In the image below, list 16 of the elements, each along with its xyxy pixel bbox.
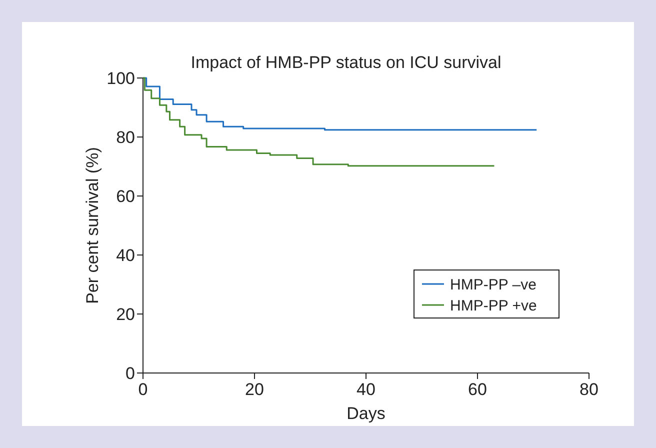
y-tick-label: 0 (126, 364, 135, 383)
y-axis-title: Per cent survival (%) (83, 147, 102, 304)
legend-label: HMP-PP –ve (450, 276, 536, 294)
x-tick-label: 60 (468, 380, 487, 399)
x-tick-label: 0 (138, 380, 148, 399)
x-tick-label: 20 (245, 380, 264, 399)
x-tick-label: 80 (580, 380, 598, 399)
y-tick-label: 80 (116, 128, 135, 147)
y-tick-label: 40 (116, 246, 135, 265)
chart-title: Impact of HMB-PP status on ICU survival (190, 53, 502, 72)
y-tick-label: 20 (116, 304, 135, 324)
x-tick-label: 40 (356, 380, 376, 399)
legend-label: HMP-PP +ve (450, 297, 537, 314)
y-tick-label: 60 (116, 186, 135, 206)
y-tick-label: 100 (106, 68, 135, 88)
x-axis-title: Days (346, 404, 386, 423)
